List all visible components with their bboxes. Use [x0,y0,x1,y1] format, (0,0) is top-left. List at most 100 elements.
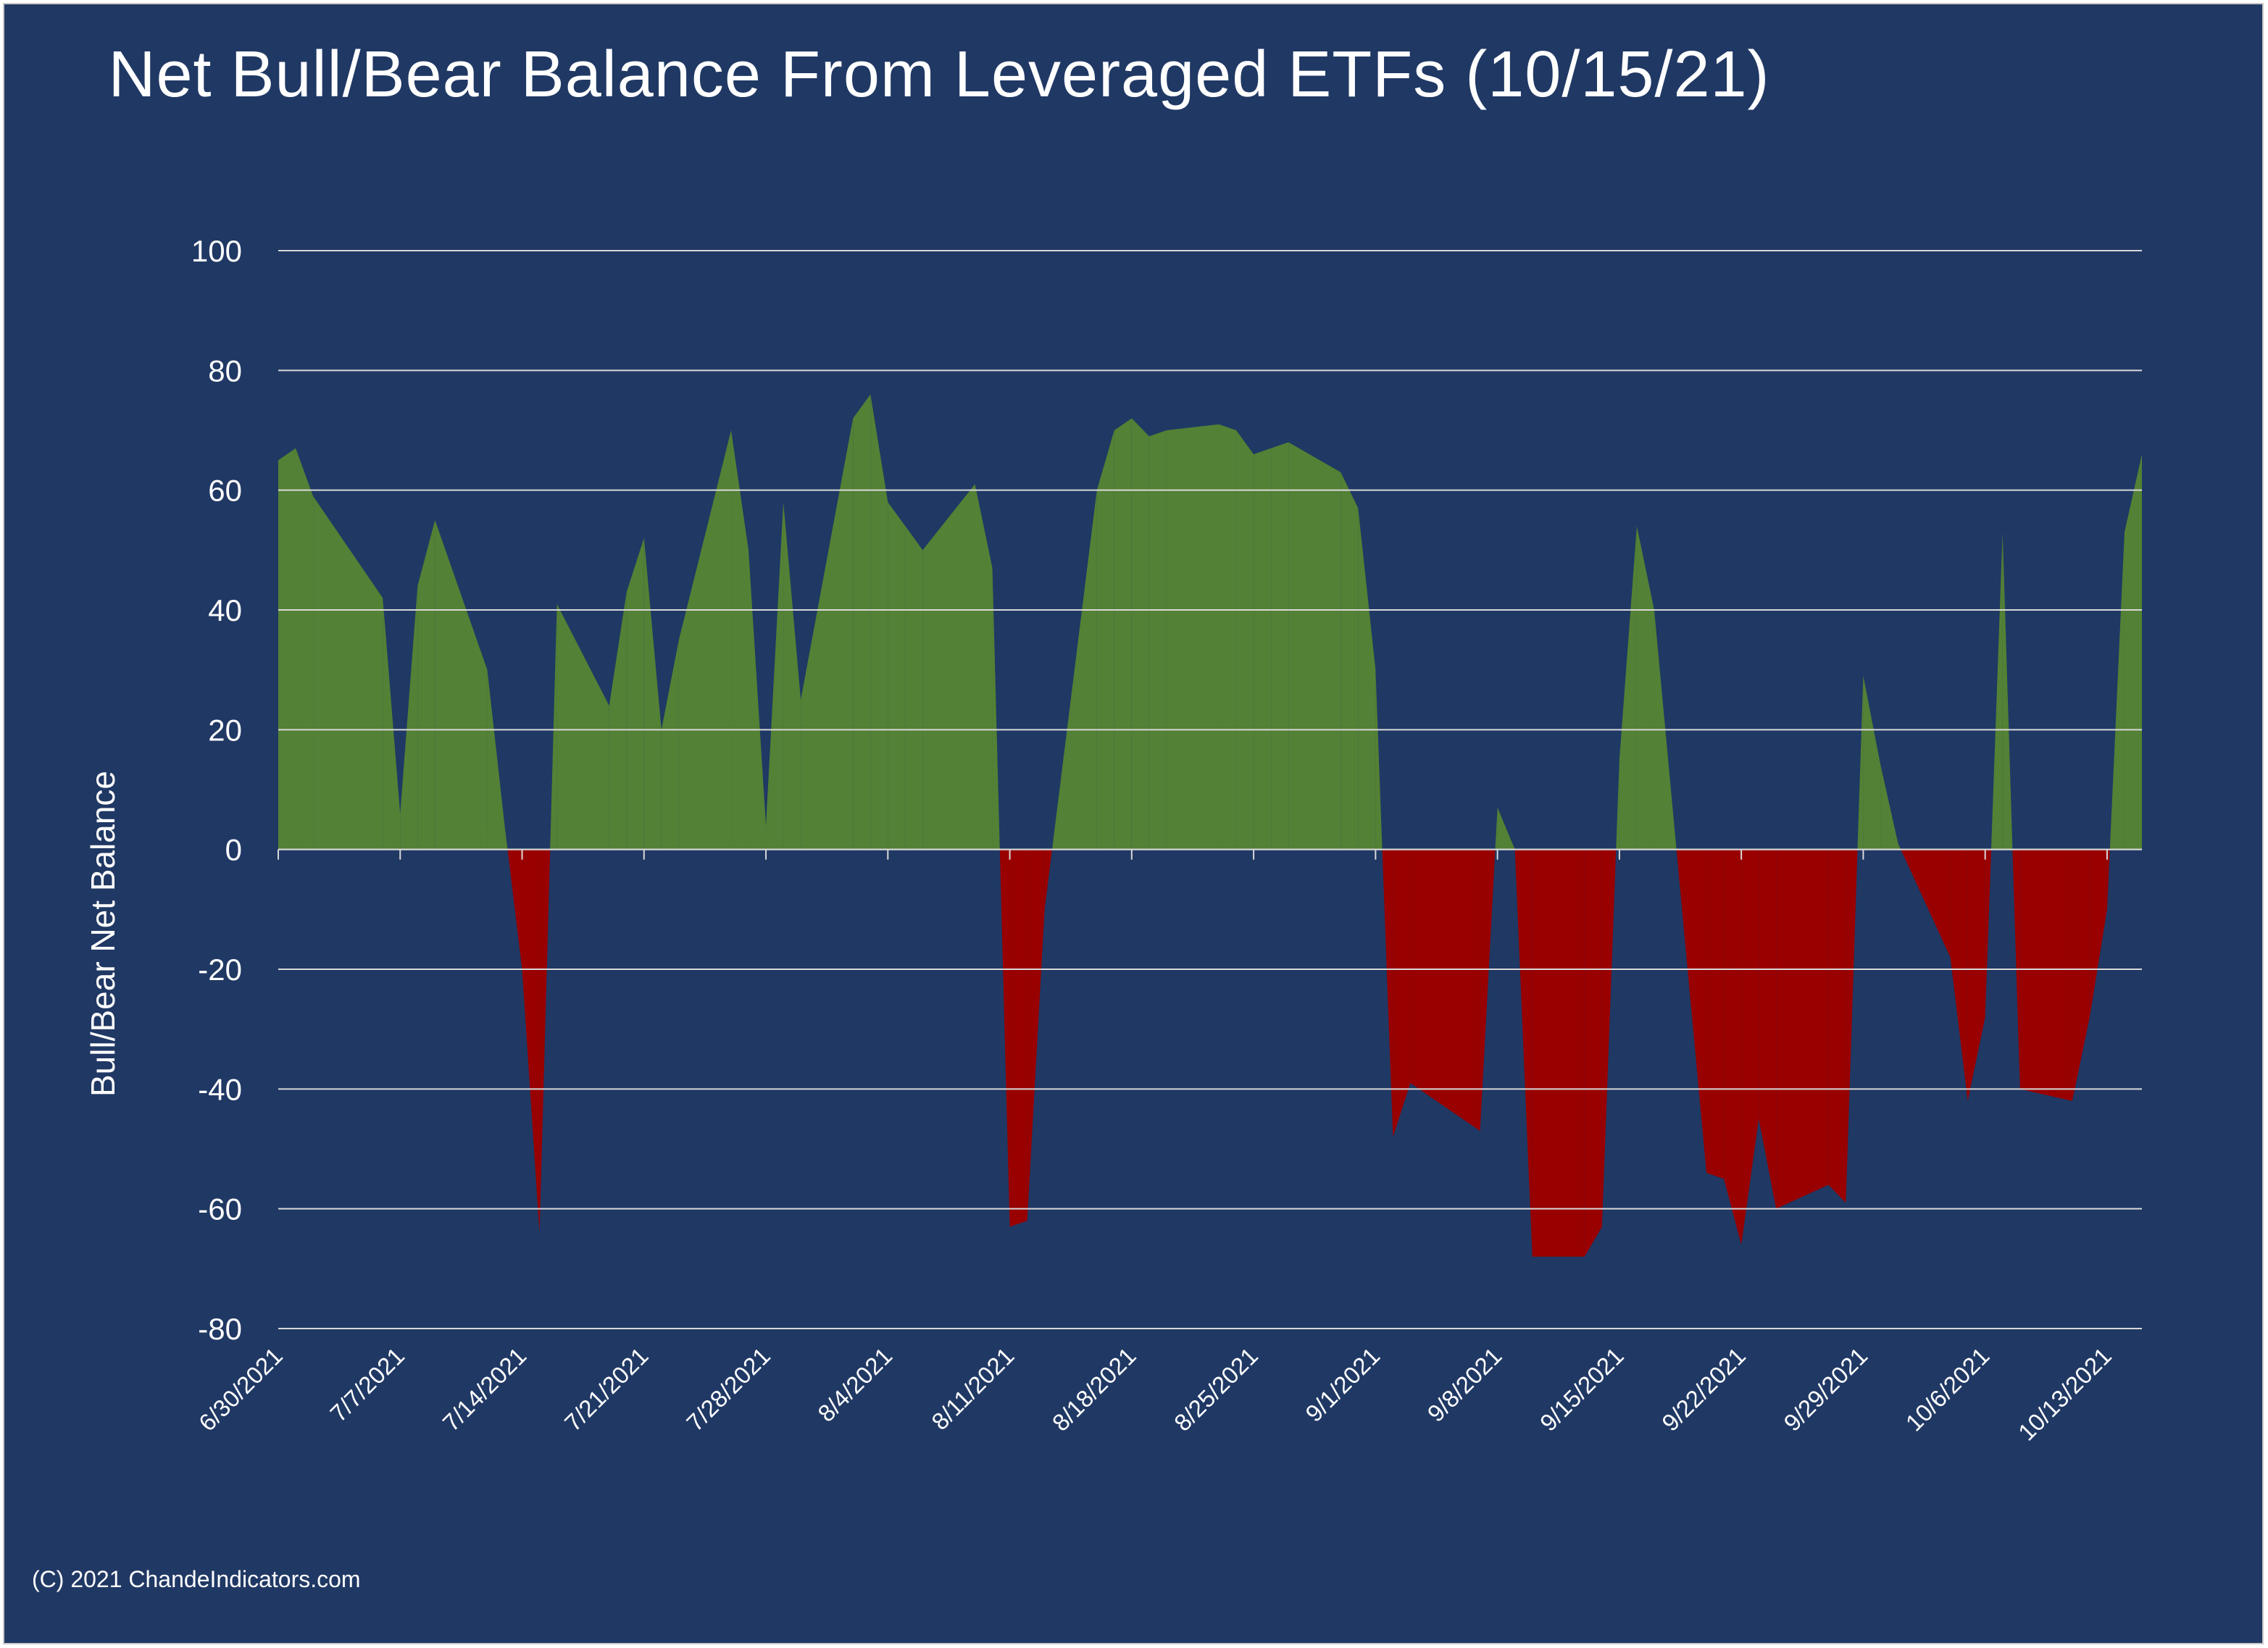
x-tick-label: 6/30/2021 [193,1342,288,1436]
area-segment [1114,418,1132,850]
area-segment [1131,418,1149,850]
area-segment [1051,490,1097,850]
area-segment [626,538,644,850]
area-segment [1706,849,1725,1179]
x-tick-label: 7/14/2021 [437,1342,531,1436]
area-segment [2002,532,2013,850]
area-segment [2089,849,2107,1018]
area-segment [1288,442,1341,850]
area-segment [975,484,993,850]
area-segment [1497,807,1515,850]
area-segment [1950,849,1968,1101]
area-segment [1967,849,1985,1101]
y-tick-label: 60 [208,474,242,508]
area-segment [1901,849,1951,958]
x-tick-label: 9/29/2021 [1778,1342,1872,1436]
area-segment [383,598,401,850]
area-segment [1846,849,1858,1203]
x-tick-label: 9/8/2021 [1422,1342,1507,1427]
area-segment [1601,849,1617,1227]
y-tick-label: 0 [225,833,242,867]
area-segment [1898,843,1901,850]
area-segment [2012,849,2020,1089]
area-segment [1219,424,1237,850]
area-segment [550,603,557,850]
area-segment [1741,849,1759,1245]
area-segment [1375,669,1383,850]
chart-title: Net Bull/Bear Balance From Leveraged ETF… [108,38,1770,111]
x-tick-label: 8/4/2021 [812,1342,897,1427]
y-tick-label: -60 [198,1192,242,1226]
area-segment [1495,807,1498,850]
area-segment [1382,849,1393,1137]
area-segment [487,669,505,850]
area-segment [1236,430,1254,850]
area-segment [1857,675,1864,850]
area-segment [1096,430,1114,850]
y-tick-label: 20 [208,713,242,747]
area-segment [313,495,383,850]
area-segment [1880,765,1898,850]
area-segment [504,825,508,850]
area-segment [1009,849,1027,1227]
area-segment [1863,675,1881,850]
area-segment [2072,849,2090,1101]
y-tick-label: 40 [208,593,242,627]
area-segment [522,849,540,1233]
area-segment [1166,424,1220,850]
area-segment [1724,849,1742,1245]
area-segment [1776,849,1829,1209]
x-tick-label: 9/22/2021 [1656,1342,1751,1436]
area-segment [766,502,784,850]
area-segment [1480,849,1496,1132]
area-segment [1759,849,1777,1209]
area-segment [1532,849,1585,1257]
x-tick-label: 9/15/2021 [1535,1342,1629,1436]
area-segment [1358,508,1376,850]
area-segment [1619,526,1637,850]
area-series [278,394,2142,1257]
area-segment [783,502,801,850]
area-segment [2109,532,2125,850]
area-segment [417,520,435,850]
area-segment [609,592,627,850]
x-tick-label: 8/11/2021 [926,1342,1019,1435]
x-tick-label: 7/21/2021 [559,1342,654,1436]
area-segment [1828,849,1846,1203]
area-segment [801,418,854,850]
x-tick-label: 10/13/2021 [2013,1342,2117,1446]
chart-frame: Net Bull/Bear Balance From Leveraged ETF… [3,3,2264,1644]
area-segment [853,394,871,850]
area-segment [1514,849,1533,1257]
area-segment [999,849,1010,1227]
area-segment [730,430,749,850]
area-segment [678,430,731,850]
y-tick-label: -40 [198,1072,242,1106]
y-tick-label: 80 [208,354,242,388]
area-segment [1990,532,2003,850]
y-tick-label: -80 [198,1312,242,1346]
area-segment [1985,849,1991,1018]
copyright-text: (C) 2021 ChandeIndicators.com [32,1566,361,1592]
area-segment [870,394,888,850]
x-tick-label: 7/7/2021 [325,1342,409,1427]
area-segment [1254,448,1272,850]
y-axis-ticks: -80 -60 -40 -20 0 20 40 60 80 100 [191,234,242,1346]
area-segment [888,502,906,850]
area-segment [749,550,767,850]
gridlines [278,250,2142,1329]
area-segment [1271,442,1289,850]
area-segment [1410,849,1480,1132]
y-axis-label: Bull/Bear Net Balance [84,771,122,1097]
y-tick-label: -20 [198,953,242,987]
area-segment [2124,454,2142,850]
area-segment [905,526,923,850]
area-segment [435,520,488,850]
plot-area: -80 -60 -40 -20 0 20 40 60 80 100 6/30/2021 7/7/20… [84,234,2142,1446]
area-segment [1676,849,1707,1174]
area-segment [992,568,1000,850]
area-segment [1341,472,1359,850]
area-segment [539,849,551,1233]
y-tick-label: 100 [191,234,242,268]
x-tick-label: 8/25/2021 [1169,1342,1263,1436]
